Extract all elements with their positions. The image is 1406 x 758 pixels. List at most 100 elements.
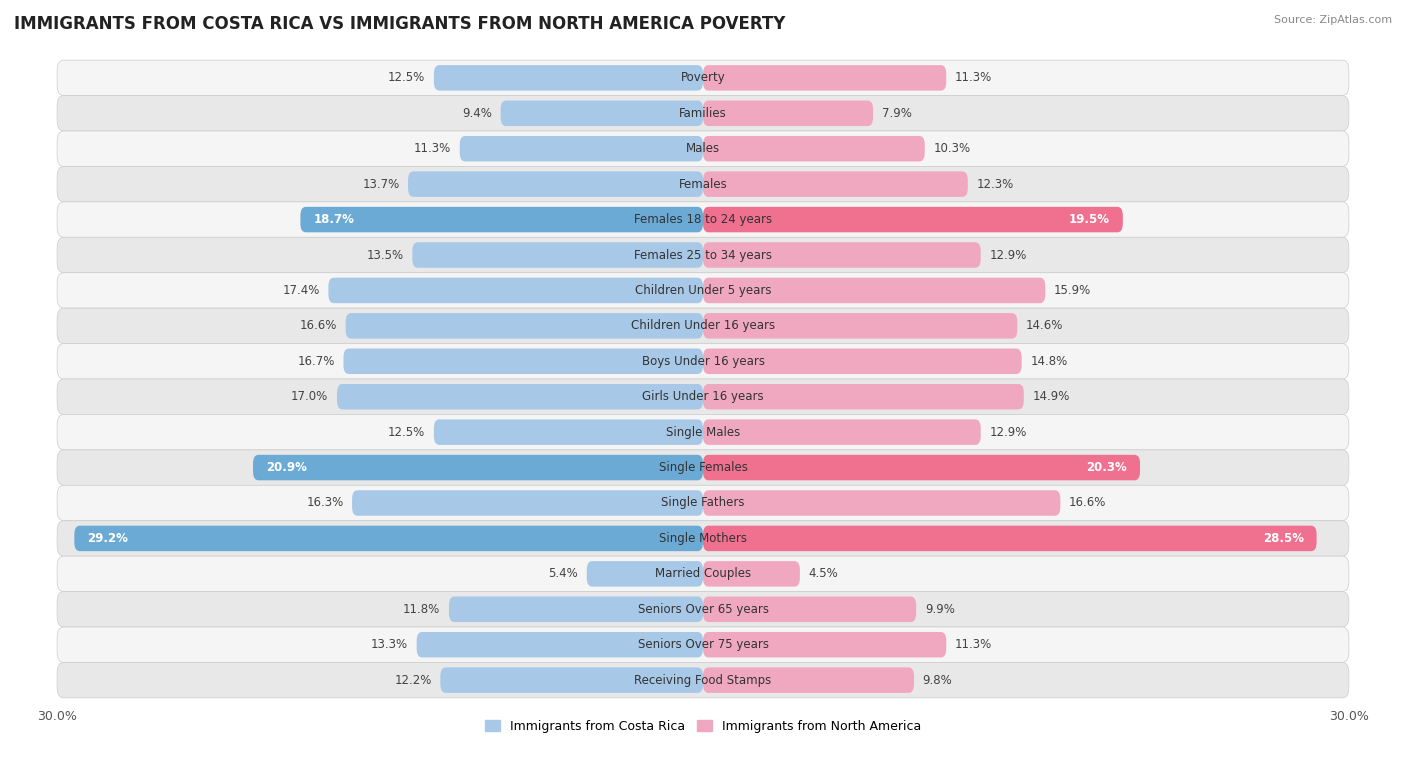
Text: Males: Males [686,143,720,155]
Legend: Immigrants from Costa Rica, Immigrants from North America: Immigrants from Costa Rica, Immigrants f… [479,715,927,738]
Text: 9.9%: 9.9% [925,603,955,615]
FancyBboxPatch shape [460,136,703,161]
FancyBboxPatch shape [58,273,1348,309]
FancyBboxPatch shape [703,597,917,622]
FancyBboxPatch shape [703,490,1060,515]
Text: Families: Families [679,107,727,120]
Text: 15.9%: 15.9% [1054,284,1091,297]
Text: Married Couples: Married Couples [655,567,751,581]
FancyBboxPatch shape [346,313,703,339]
Text: Single Mothers: Single Mothers [659,532,747,545]
Text: 20.9%: 20.9% [266,461,307,474]
FancyBboxPatch shape [703,65,946,91]
Text: Females 18 to 24 years: Females 18 to 24 years [634,213,772,226]
FancyBboxPatch shape [703,277,1045,303]
FancyBboxPatch shape [58,131,1348,167]
Text: Poverty: Poverty [681,71,725,84]
Text: 13.3%: 13.3% [371,638,408,651]
FancyBboxPatch shape [58,60,1348,96]
FancyBboxPatch shape [58,662,1348,698]
Text: Boys Under 16 years: Boys Under 16 years [641,355,765,368]
Text: 20.3%: 20.3% [1087,461,1128,474]
Text: 28.5%: 28.5% [1263,532,1303,545]
FancyBboxPatch shape [703,455,1140,481]
FancyBboxPatch shape [58,167,1348,202]
FancyBboxPatch shape [352,490,703,515]
FancyBboxPatch shape [416,632,703,657]
Text: 18.7%: 18.7% [314,213,354,226]
Text: 17.4%: 17.4% [283,284,319,297]
Text: 12.2%: 12.2% [394,674,432,687]
FancyBboxPatch shape [58,556,1348,591]
Text: 13.7%: 13.7% [363,177,399,191]
Text: 11.3%: 11.3% [413,143,451,155]
FancyBboxPatch shape [58,449,1348,485]
FancyBboxPatch shape [337,384,703,409]
Text: 9.4%: 9.4% [463,107,492,120]
Text: Receiving Food Stamps: Receiving Food Stamps [634,674,772,687]
FancyBboxPatch shape [449,597,703,622]
Text: 16.6%: 16.6% [299,319,337,332]
Text: Source: ZipAtlas.com: Source: ZipAtlas.com [1274,15,1392,25]
Text: 9.8%: 9.8% [922,674,952,687]
Text: 10.3%: 10.3% [934,143,970,155]
FancyBboxPatch shape [703,632,946,657]
FancyBboxPatch shape [440,667,703,693]
FancyBboxPatch shape [434,65,703,91]
Text: 12.5%: 12.5% [388,426,425,439]
Text: 17.0%: 17.0% [291,390,329,403]
Text: Single Females: Single Females [658,461,748,474]
Text: 11.3%: 11.3% [955,71,993,84]
FancyBboxPatch shape [408,171,703,197]
FancyBboxPatch shape [703,561,800,587]
Text: 12.5%: 12.5% [388,71,425,84]
Text: 12.9%: 12.9% [990,249,1026,262]
Text: 12.9%: 12.9% [990,426,1026,439]
FancyBboxPatch shape [58,485,1348,521]
FancyBboxPatch shape [301,207,703,232]
Text: 11.3%: 11.3% [955,638,993,651]
Text: 14.8%: 14.8% [1031,355,1067,368]
Text: 12.3%: 12.3% [976,177,1014,191]
Text: Seniors Over 75 years: Seniors Over 75 years [637,638,769,651]
FancyBboxPatch shape [253,455,703,481]
Text: 16.3%: 16.3% [307,496,343,509]
Text: 14.9%: 14.9% [1032,390,1070,403]
Text: Single Males: Single Males [666,426,740,439]
FancyBboxPatch shape [58,627,1348,662]
FancyBboxPatch shape [58,96,1348,131]
Text: Girls Under 16 years: Girls Under 16 years [643,390,763,403]
FancyBboxPatch shape [703,136,925,161]
FancyBboxPatch shape [703,101,873,126]
FancyBboxPatch shape [434,419,703,445]
Text: 19.5%: 19.5% [1069,213,1109,226]
FancyBboxPatch shape [58,521,1348,556]
FancyBboxPatch shape [501,101,703,126]
FancyBboxPatch shape [58,415,1348,449]
Text: Seniors Over 65 years: Seniors Over 65 years [637,603,769,615]
Text: Females 25 to 34 years: Females 25 to 34 years [634,249,772,262]
FancyBboxPatch shape [703,349,1022,374]
Text: Single Fathers: Single Fathers [661,496,745,509]
Text: 5.4%: 5.4% [548,567,578,581]
FancyBboxPatch shape [343,349,703,374]
Text: 4.5%: 4.5% [808,567,838,581]
Text: IMMIGRANTS FROM COSTA RICA VS IMMIGRANTS FROM NORTH AMERICA POVERTY: IMMIGRANTS FROM COSTA RICA VS IMMIGRANTS… [14,15,786,33]
Text: 29.2%: 29.2% [87,532,128,545]
FancyBboxPatch shape [703,243,981,268]
FancyBboxPatch shape [703,419,981,445]
FancyBboxPatch shape [703,171,967,197]
Text: 13.5%: 13.5% [367,249,404,262]
FancyBboxPatch shape [703,207,1123,232]
Text: 16.6%: 16.6% [1069,496,1107,509]
FancyBboxPatch shape [58,379,1348,415]
Text: Females: Females [679,177,727,191]
FancyBboxPatch shape [703,667,914,693]
FancyBboxPatch shape [58,309,1348,343]
FancyBboxPatch shape [58,202,1348,237]
Text: Children Under 16 years: Children Under 16 years [631,319,775,332]
FancyBboxPatch shape [703,526,1316,551]
Text: 14.6%: 14.6% [1026,319,1063,332]
FancyBboxPatch shape [703,384,1024,409]
FancyBboxPatch shape [703,313,1018,339]
